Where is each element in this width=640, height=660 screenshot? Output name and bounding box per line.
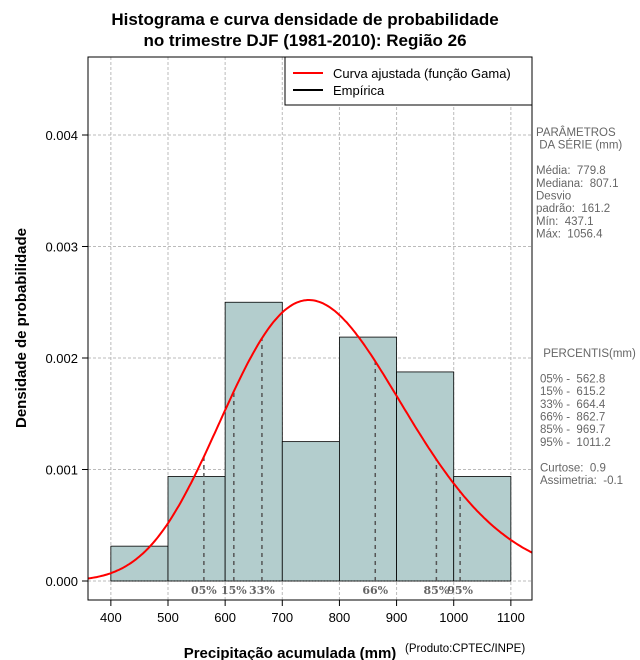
percentile-stat: PERCENTIS(mm) <box>540 348 636 360</box>
x-tick-label: 600 <box>214 610 236 625</box>
x-axis-label: Precipitação acumulada (mm) <box>184 645 397 660</box>
y-tick-label: 0.002 <box>45 351 78 366</box>
chart-title-line1: Histograma e curva densidade de probabil… <box>111 10 498 29</box>
percentile-stat: Curtose: 0.9 <box>540 462 606 474</box>
series-parameter: Desvio <box>536 191 571 203</box>
series-parameter: PARÂMETROS <box>536 126 616 139</box>
y-tick-label: 0.000 <box>45 574 78 589</box>
series-parameter: Máx: 1056.4 <box>536 229 603 241</box>
percentile-label: 05% <box>191 584 217 597</box>
percentile-stat: Assimetria: -0.1 <box>540 475 623 487</box>
y-axis-label: Densidade de probabilidade <box>13 228 30 428</box>
percentile-label: 33% <box>249 584 275 597</box>
percentile-stat: 66% - 862.7 <box>540 412 605 424</box>
legend-label-curve: Curva ajustada (função Gama) <box>333 66 511 81</box>
histogram-bar <box>167 476 226 582</box>
percentile-label: 85% <box>424 584 450 597</box>
percentile-stat: 05% - 562.8 <box>540 373 605 385</box>
percentile-label: 66% <box>362 584 388 597</box>
series-parameter: Mín: 437.1 <box>536 216 594 228</box>
percentile-stat: 85% - 969.7 <box>540 424 605 436</box>
x-tick-label: 900 <box>386 610 408 625</box>
x-tick-label: 700 <box>271 610 293 625</box>
series-parameter: DA SÉRIE (mm) <box>536 139 622 152</box>
histogram-bar <box>224 301 283 582</box>
histogram-bar <box>339 336 397 582</box>
credit-text: (Produto:CPTEC/INPE) <box>405 643 525 655</box>
x-tick-label: 1000 <box>439 610 468 625</box>
histogram-bar <box>281 441 340 582</box>
histogram-bar <box>453 476 512 582</box>
series-parameter: Média: 779.8 <box>536 165 606 177</box>
x-tick-label: 400 <box>100 610 122 625</box>
y-tick-label: 0.004 <box>45 128 78 143</box>
legend-label-empirical: Empírica <box>333 83 385 98</box>
percentile-stat: 15% - 615.2 <box>540 386 605 398</box>
y-tick-label: 0.001 <box>45 463 78 478</box>
x-tick-label: 500 <box>157 610 179 625</box>
percentile-label: 15% <box>221 584 247 597</box>
histogram-bar <box>396 371 455 582</box>
chart-title-line2: no trimestre DJF (1981-2010): Região 26 <box>143 31 466 50</box>
gamma-curve <box>87 299 533 580</box>
percentile-label: 95% <box>447 584 473 597</box>
histogram-bar <box>110 545 169 582</box>
series-parameter: Mediana: 807.1 <box>536 178 618 190</box>
legend: Curva ajustada (função Gama) Empírica <box>284 56 533 106</box>
y-tick-label: 0.003 <box>45 240 78 255</box>
percentile-stat: 33% - 664.4 <box>540 399 606 411</box>
series-parameter: padrão: 161.2 <box>536 203 610 215</box>
x-tick-label: 1100 <box>497 610 525 625</box>
percentile-stat: 95% - 1011.2 <box>540 437 611 449</box>
x-tick-label: 800 <box>329 610 351 625</box>
